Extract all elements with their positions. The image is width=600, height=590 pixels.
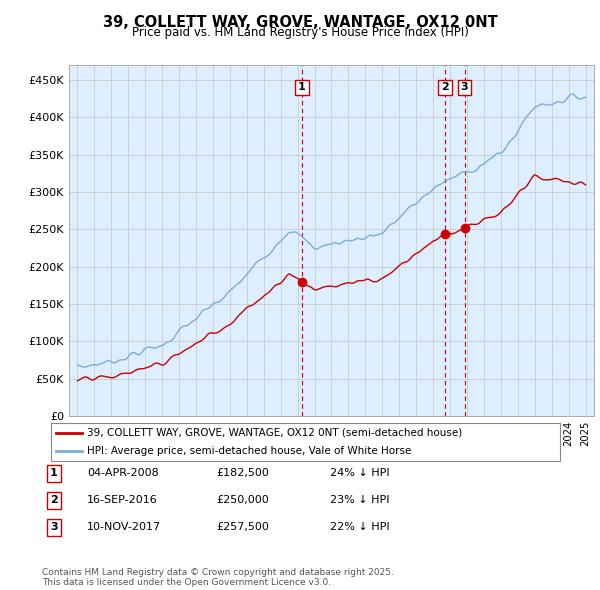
FancyBboxPatch shape [50,423,560,461]
Text: 16-SEP-2016: 16-SEP-2016 [87,496,158,505]
Text: 2: 2 [441,83,449,92]
Text: £182,500: £182,500 [216,468,269,478]
Text: 3: 3 [461,83,469,92]
Text: 39, COLLETT WAY, GROVE, WANTAGE, OX12 0NT: 39, COLLETT WAY, GROVE, WANTAGE, OX12 0N… [103,15,497,30]
Text: 24% ↓ HPI: 24% ↓ HPI [330,468,389,478]
Text: £257,500: £257,500 [216,523,269,532]
Text: 1: 1 [298,83,306,92]
Text: HPI: Average price, semi-detached house, Vale of White Horse: HPI: Average price, semi-detached house,… [86,446,411,456]
Text: £250,000: £250,000 [216,496,269,505]
Text: 10-NOV-2017: 10-NOV-2017 [87,523,161,532]
Text: 22% ↓ HPI: 22% ↓ HPI [330,523,389,532]
Text: 23% ↓ HPI: 23% ↓ HPI [330,496,389,505]
Text: Price paid vs. HM Land Registry's House Price Index (HPI): Price paid vs. HM Land Registry's House … [131,26,469,39]
Text: 2: 2 [50,496,58,505]
Text: 3: 3 [50,523,58,532]
Text: 04-APR-2008: 04-APR-2008 [87,468,159,478]
Text: 1: 1 [50,468,58,478]
Text: 39, COLLETT WAY, GROVE, WANTAGE, OX12 0NT (semi-detached house): 39, COLLETT WAY, GROVE, WANTAGE, OX12 0N… [86,428,462,438]
Text: Contains HM Land Registry data © Crown copyright and database right 2025.
This d: Contains HM Land Registry data © Crown c… [42,568,394,587]
